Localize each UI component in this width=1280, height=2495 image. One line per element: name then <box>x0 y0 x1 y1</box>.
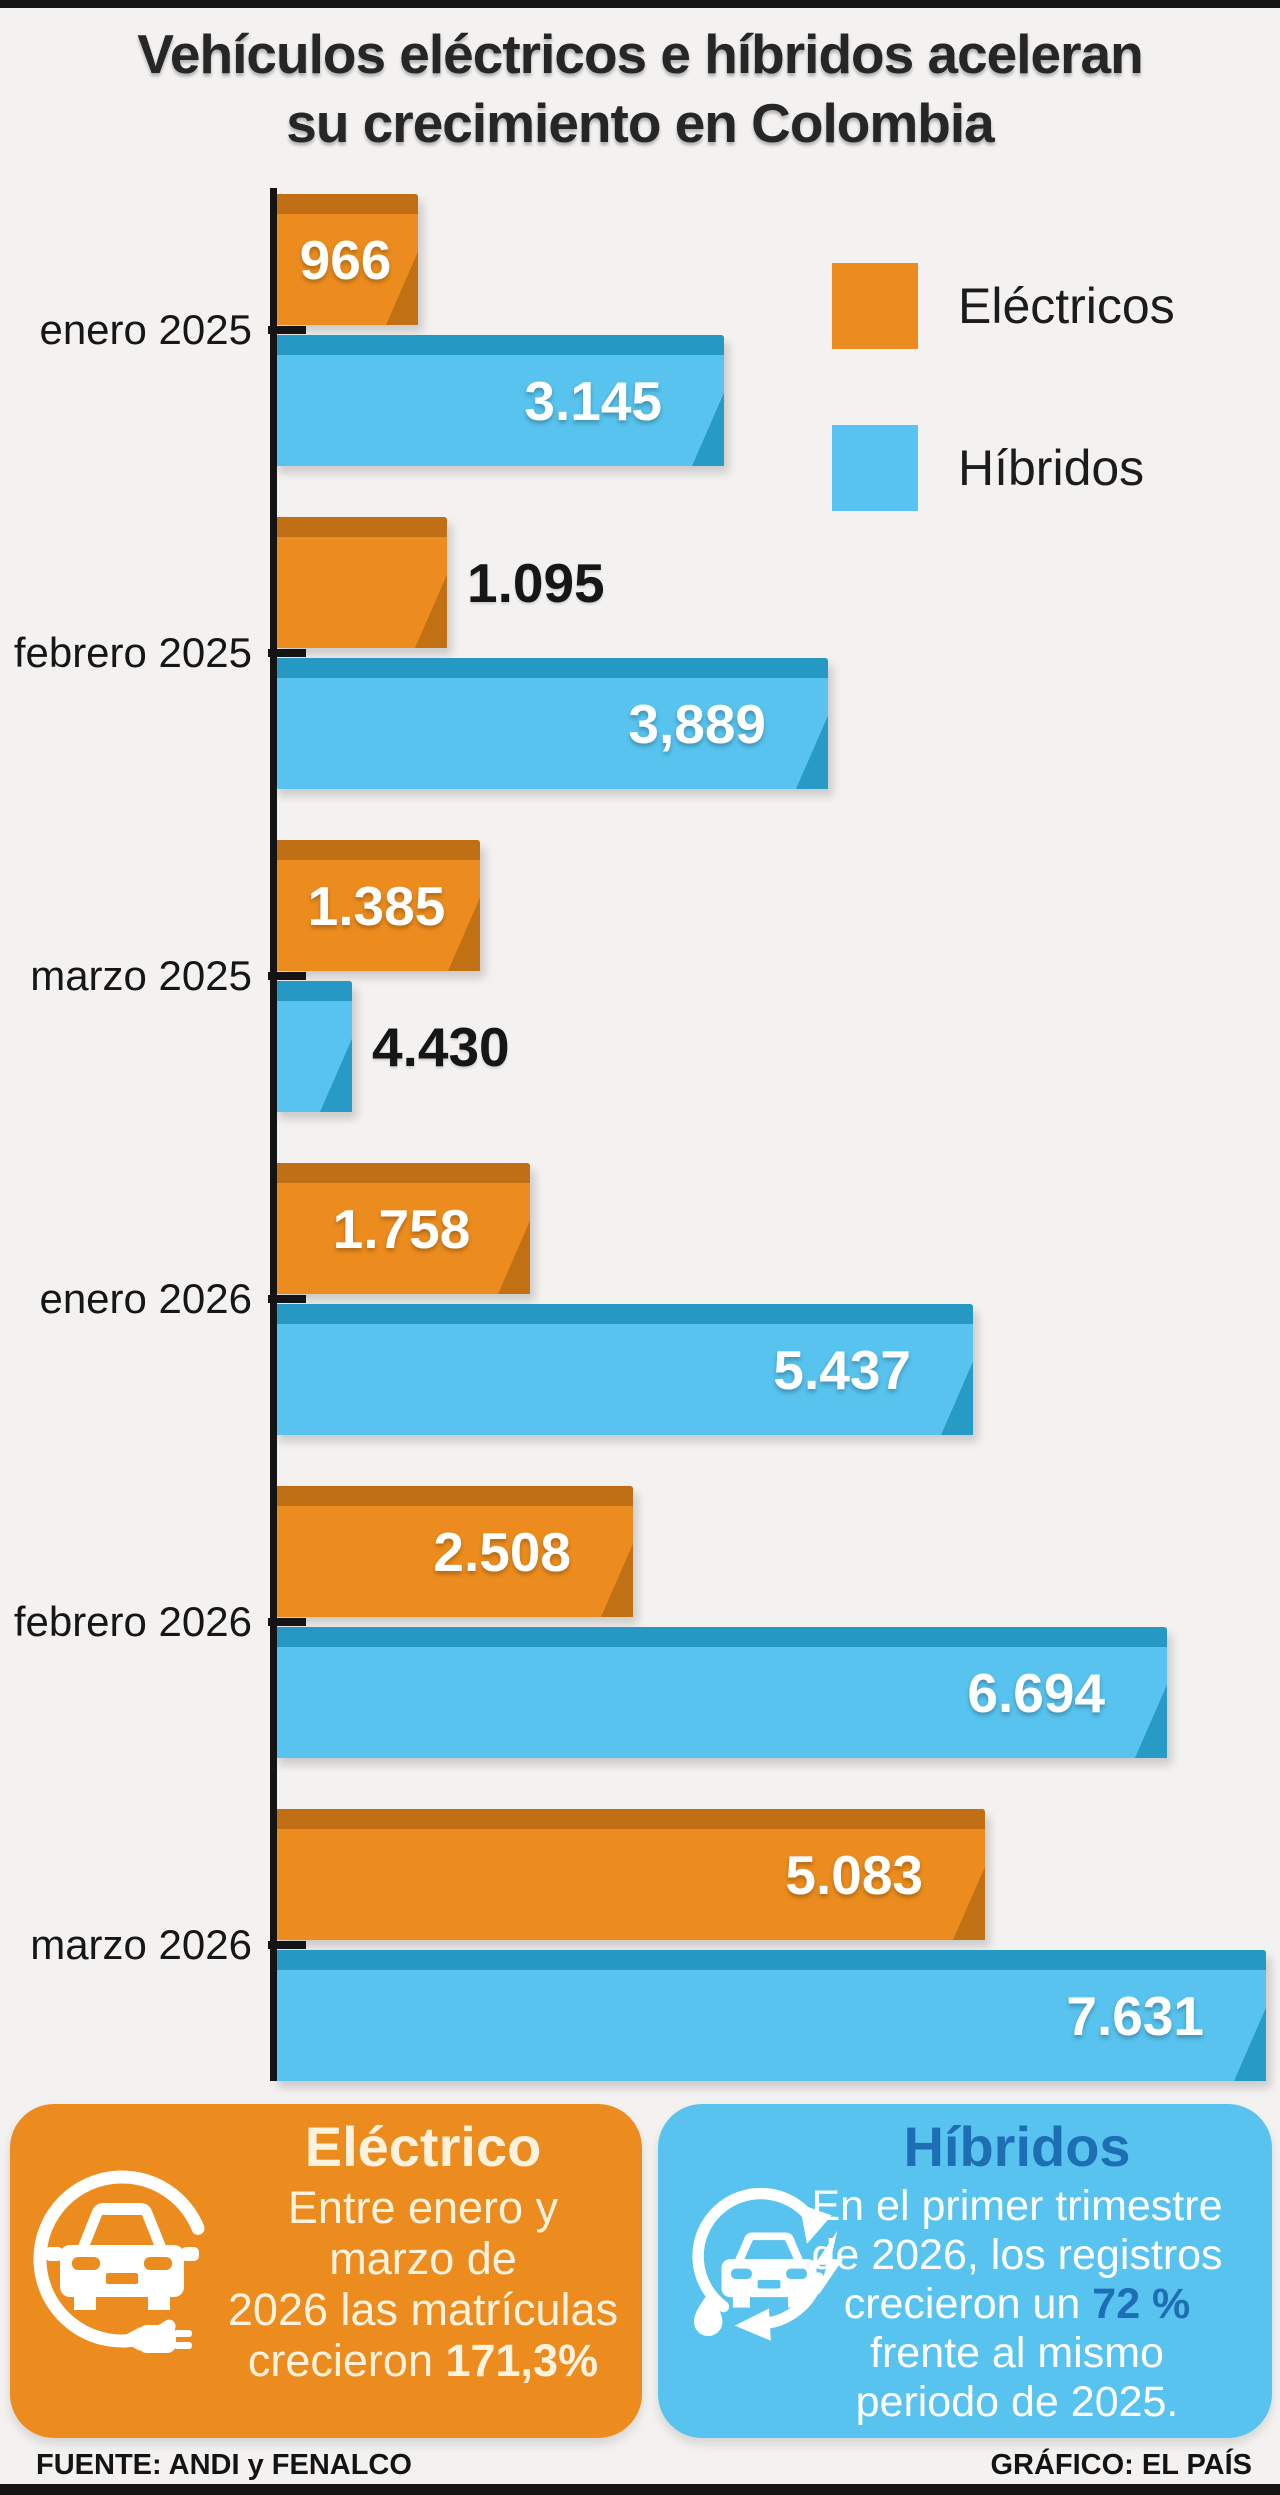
ev-plug-car-icon <box>33 2170 211 2353</box>
legend-swatch-hibridos <box>832 425 918 511</box>
electric-growth-value: 171,3% <box>445 2335 599 2387</box>
bar-electric-marzo-2026: 5.083 <box>273 1809 985 1940</box>
bar-value-label: 5.437 <box>773 1338 911 1401</box>
callout-electric-line: crecieron 171,3% <box>247 2335 599 2387</box>
bar-value-label: 4.430 <box>372 1015 510 1078</box>
bar-value-label: 1.095 <box>467 551 605 614</box>
bar-hybrid-enero-2025: 3.145 <box>273 335 724 466</box>
axis-tick <box>268 1618 306 1626</box>
bar-hybrid-marzo-2026: 7.631 <box>273 1950 1266 2081</box>
bar-electric-febrero-2026: 2.508 <box>273 1486 633 1617</box>
graphic-credit: GRÁFICO: EL PAÍS <box>990 2449 1252 2481</box>
hybrid-cycle-car-icon <box>692 2187 844 2341</box>
callout-hybrid-line: de 2026, los registros <box>811 2230 1223 2279</box>
callout-electric-text: Eléctrico Entre enero y marzo de 2026 la… <box>222 2116 624 2387</box>
callout-panel-electric: Eléctrico Entre enero y marzo de 2026 la… <box>10 2104 642 2438</box>
bar-electric-febrero-2025 <box>273 517 447 648</box>
category-label: marzo 2026 <box>30 1921 252 1968</box>
axis-tick <box>268 649 306 657</box>
legend-label-hibridos: Híbridos <box>958 440 1145 496</box>
category-label: enero 2025 <box>39 306 252 353</box>
category-label: febrero 2025 <box>13 629 252 676</box>
callout-hybrid-title: Híbridos <box>903 2115 1131 2178</box>
bar-electric-marzo-2025: 1.385 <box>273 840 480 971</box>
bar-value-label: 6.694 <box>967 1661 1105 1724</box>
legend-item-electricos: Eléctricos <box>832 263 1175 349</box>
top-rule <box>0 0 1280 8</box>
callout-electric-line: Entre enero y <box>287 2181 559 2233</box>
source-credit: FUENTE: ANDI y FENALCO <box>36 2449 412 2481</box>
bar-value-label: 3,889 <box>628 692 766 755</box>
callout-electric-line: 2026 las matrículas <box>227 2284 619 2336</box>
bar-hybrid-marzo-2025 <box>273 981 352 1112</box>
bar-value-label: 1.758 <box>332 1197 471 1260</box>
callout-electric-title: Eléctrico <box>304 2115 542 2178</box>
callout-hybrid-text: Híbridos En el primer trimestre de 2026,… <box>776 2116 1258 2427</box>
callout-hybrid-line: frente al mismo <box>870 2328 1164 2377</box>
category-label: febrero 2026 <box>13 1598 252 1645</box>
bar-electric-enero-2025: 966 <box>273 194 418 325</box>
bar-hybrid-febrero-2026: 6.694 <box>273 1627 1167 1758</box>
hybrid-growth-value: 72 % <box>1092 2279 1191 2328</box>
axis-tick <box>268 326 306 334</box>
bar-electric-enero-2026: 1.758 <box>273 1163 530 1294</box>
axis-tick <box>268 972 306 980</box>
axis-tick <box>268 1941 306 1949</box>
bottom-rule <box>0 2484 1280 2495</box>
legend-swatch-electricos <box>832 263 918 349</box>
axis-tick <box>268 1295 306 1303</box>
category-label: marzo 2025 <box>30 952 252 999</box>
callout-hybrid-line: En el primer trimestre <box>811 2181 1223 2230</box>
bar-value-label: 7.631 <box>1066 1984 1204 2047</box>
bar-hybrid-febrero-2025: 3,889 <box>273 658 828 789</box>
category-axis-line <box>270 188 277 2081</box>
callout-hybrid-line: crecieron un 72 % <box>843 2279 1191 2328</box>
callout-hybrid-line: periodo de 2025. <box>855 2377 1179 2426</box>
callout-electric-line: marzo de <box>329 2232 517 2284</box>
bar-value-label: 966 <box>299 228 392 291</box>
callout-panel-hybrid: Híbridos En el primer trimestre de 2026,… <box>658 2104 1272 2438</box>
bar-value-label: 3.145 <box>524 369 662 432</box>
bar-value-label: 5.083 <box>785 1843 923 1906</box>
bar-hybrid-enero-2026: 5.437 <box>273 1304 973 1435</box>
legend-item-hibridos: Híbridos <box>832 425 1144 511</box>
bar-value-label: 2.508 <box>433 1520 571 1583</box>
title-line-2: su crecimiento en Colombia <box>286 92 995 155</box>
legend-label-electricos: Eléctricos <box>958 278 1175 334</box>
category-label: enero 2026 <box>39 1275 252 1322</box>
bar-value-label: 1.385 <box>307 874 446 937</box>
title-line-1: Vehículos eléctricos e híbridos aceleran <box>137 23 1143 85</box>
page-title: Vehículos eléctricos e híbridos aceleran… <box>0 20 1280 159</box>
